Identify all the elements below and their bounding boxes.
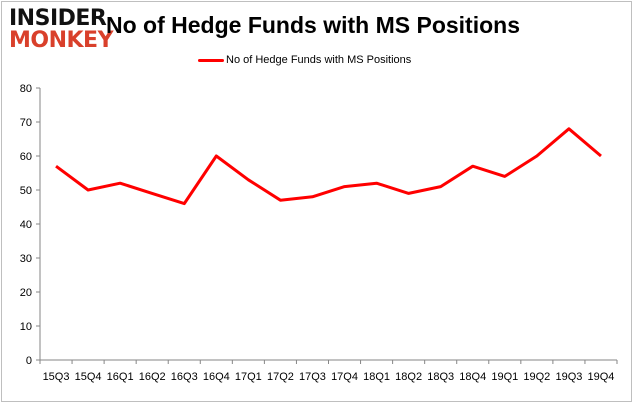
legend-label: No of Hedge Funds with MS Positions	[226, 54, 412, 66]
x-tick-label: 16Q2	[139, 371, 166, 383]
x-tick-label: 16Q4	[203, 371, 230, 383]
x-tick-label: 19Q4	[588, 371, 615, 383]
insider-monkey-logo: INSIDER MONKEY	[9, 6, 114, 53]
x-tick-label: 15Q4	[75, 371, 102, 383]
y-tick-label: 70	[20, 117, 32, 129]
x-tick-label: 18Q1	[363, 371, 390, 383]
x-tick-label: 17Q2	[267, 371, 294, 383]
x-tick-label: 16Q1	[107, 371, 134, 383]
x-tick-label: 17Q4	[331, 371, 358, 383]
logo-line1: INSIDER	[9, 6, 107, 31]
y-tick-label: 10	[20, 321, 32, 333]
legend-swatch	[198, 58, 224, 62]
y-tick-label: 20	[20, 287, 32, 299]
x-tick-label: 18Q4	[459, 371, 486, 383]
y-tick-label: 60	[20, 151, 32, 163]
x-tick-label: 17Q1	[235, 371, 262, 383]
series-line	[55, 127, 602, 206]
x-tick-label: 19Q2	[523, 371, 550, 383]
x-tick-label: 19Q1	[491, 371, 518, 383]
y-tick-label: 0	[26, 355, 32, 367]
x-tick-label: 16Q3	[171, 371, 198, 383]
chart-title: No of Hedge Funds with MS Positions	[106, 12, 520, 38]
x-tick-label: 17Q3	[299, 371, 326, 383]
x-tick-label: 18Q2	[395, 371, 422, 383]
legend: No of Hedge Funds with MS Positions	[198, 54, 411, 66]
x-tick-label: 18Q3	[427, 371, 454, 383]
x-tick-label: 15Q3	[43, 371, 70, 383]
x-tick-label: 19Q3	[555, 371, 582, 383]
logo-line2: MONKEY	[9, 28, 114, 53]
y-tick-label: 30	[20, 253, 32, 265]
y-tick-label: 80	[20, 83, 32, 95]
y-tick-label: 40	[20, 219, 32, 231]
y-tick-label: 50	[20, 185, 32, 197]
